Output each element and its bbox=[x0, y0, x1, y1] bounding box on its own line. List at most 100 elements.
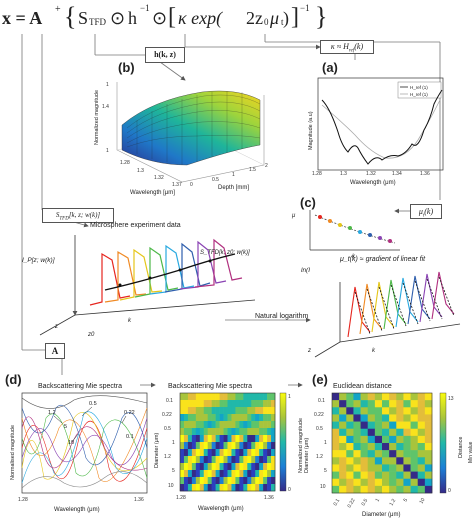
heat1-cell bbox=[195, 477, 201, 485]
heat1-cell bbox=[267, 421, 272, 429]
h1-xt-0: 1.28 bbox=[176, 495, 186, 501]
kappa-box: κ ≈ Href(k) bbox=[320, 40, 374, 54]
heat1-cell bbox=[235, 435, 240, 443]
heat1-cell bbox=[199, 393, 205, 401]
e-cell bbox=[424, 400, 433, 408]
e-cell bbox=[389, 471, 397, 480]
A-box: A bbox=[45, 343, 65, 359]
heat1-cell bbox=[195, 449, 201, 457]
panel-c-chart: μ k bbox=[291, 210, 400, 260]
e-cb-min: 0 bbox=[448, 488, 451, 494]
heat1-cell bbox=[263, 470, 268, 478]
heat1-cell bbox=[180, 414, 185, 422]
heat1-cell bbox=[180, 400, 185, 408]
e-cell bbox=[389, 464, 397, 472]
b-xt-0: 1.28 bbox=[120, 160, 130, 166]
e-cell bbox=[374, 428, 383, 437]
e-cell bbox=[346, 428, 354, 437]
e-cell bbox=[332, 400, 340, 408]
heat1-cell bbox=[231, 435, 236, 443]
d-ann-5: 5 bbox=[64, 424, 67, 430]
heat1-cell bbox=[243, 484, 248, 492]
e-cell bbox=[346, 457, 354, 465]
e-cell bbox=[339, 393, 347, 401]
heat1-cell bbox=[235, 421, 240, 429]
panel-d-letter: (d) bbox=[5, 372, 22, 387]
e-cell bbox=[332, 485, 340, 494]
e-cell bbox=[332, 443, 340, 451]
heat1-cell bbox=[235, 463, 240, 471]
heat1-cell bbox=[259, 407, 264, 415]
h1-xt-1: 1.36 bbox=[264, 495, 274, 501]
e-cell bbox=[367, 478, 376, 487]
e-cell bbox=[417, 421, 426, 430]
heat1-cell bbox=[243, 407, 248, 415]
heat1-cell bbox=[251, 428, 256, 436]
heat1-cell bbox=[227, 407, 232, 415]
e-cell bbox=[396, 457, 404, 465]
heat1-cell bbox=[267, 484, 272, 492]
heat1-cell bbox=[191, 484, 197, 492]
heat1-cell bbox=[235, 393, 240, 401]
heat1-cell bbox=[219, 449, 224, 457]
e-cell bbox=[424, 435, 433, 444]
heat1-cell bbox=[187, 414, 193, 422]
ln-curve-1 bbox=[359, 283, 383, 335]
e-cell bbox=[424, 407, 433, 415]
kappa-label: κ ≈ H bbox=[330, 42, 349, 51]
e-cell bbox=[353, 443, 361, 451]
heat1-cell bbox=[180, 456, 185, 464]
heat1-cell bbox=[235, 470, 240, 478]
heat1-cell bbox=[195, 407, 201, 415]
heat1-cell bbox=[255, 484, 260, 492]
e-cell bbox=[389, 435, 397, 444]
c-gradient-label: μ_t(k) ≈ gradient of linear fit bbox=[340, 256, 426, 263]
e-cell bbox=[417, 407, 426, 415]
c-k: k bbox=[352, 254, 356, 260]
d-xt-1: 1.36 bbox=[134, 497, 144, 503]
a-ylabel: Magnitude (a.u) bbox=[308, 111, 314, 150]
e-cell bbox=[410, 421, 419, 430]
heat1-cell bbox=[191, 470, 197, 478]
b-yt-4: 2 bbox=[265, 163, 268, 169]
heat1-cell bbox=[183, 449, 189, 457]
e-cell bbox=[353, 407, 361, 415]
heat1-cell bbox=[187, 428, 193, 436]
heat1-cell bbox=[191, 449, 197, 457]
heat1-cell bbox=[223, 407, 228, 415]
e-cell bbox=[424, 485, 433, 494]
heat1-cell bbox=[239, 470, 244, 478]
heat1-cell bbox=[259, 442, 264, 450]
heat1-cell bbox=[219, 463, 224, 471]
heat1-cell bbox=[219, 393, 224, 401]
ln-curve-4 bbox=[395, 277, 419, 328]
e-cell bbox=[396, 414, 404, 422]
e-cell bbox=[396, 421, 404, 430]
heat1-cell bbox=[267, 477, 272, 485]
heat1-cell bbox=[271, 449, 276, 457]
heat1-cell bbox=[219, 442, 224, 450]
e-cell bbox=[346, 485, 354, 494]
e-cell bbox=[360, 443, 369, 451]
e-cell bbox=[396, 450, 404, 458]
heat1-cell bbox=[219, 400, 224, 408]
heat1-cell bbox=[239, 456, 244, 464]
heat1-cell bbox=[239, 414, 244, 422]
heat1-cell bbox=[187, 400, 193, 408]
heat1-cell bbox=[259, 414, 264, 422]
heat1-cell bbox=[223, 421, 228, 429]
e-cell bbox=[367, 457, 376, 465]
d-xt-0: 1.28 bbox=[18, 497, 28, 503]
heat1-cell bbox=[267, 449, 272, 457]
heat1-cell bbox=[215, 463, 220, 471]
e-cell bbox=[367, 428, 376, 437]
heat1-cell bbox=[243, 442, 248, 450]
heat1-cell bbox=[191, 414, 197, 422]
heat1-cell bbox=[223, 428, 228, 436]
e-cell bbox=[346, 471, 354, 480]
heat1-cell bbox=[255, 435, 260, 443]
heat1-cell bbox=[183, 470, 189, 478]
heat1-cell bbox=[199, 456, 205, 464]
e-cell bbox=[417, 450, 426, 458]
